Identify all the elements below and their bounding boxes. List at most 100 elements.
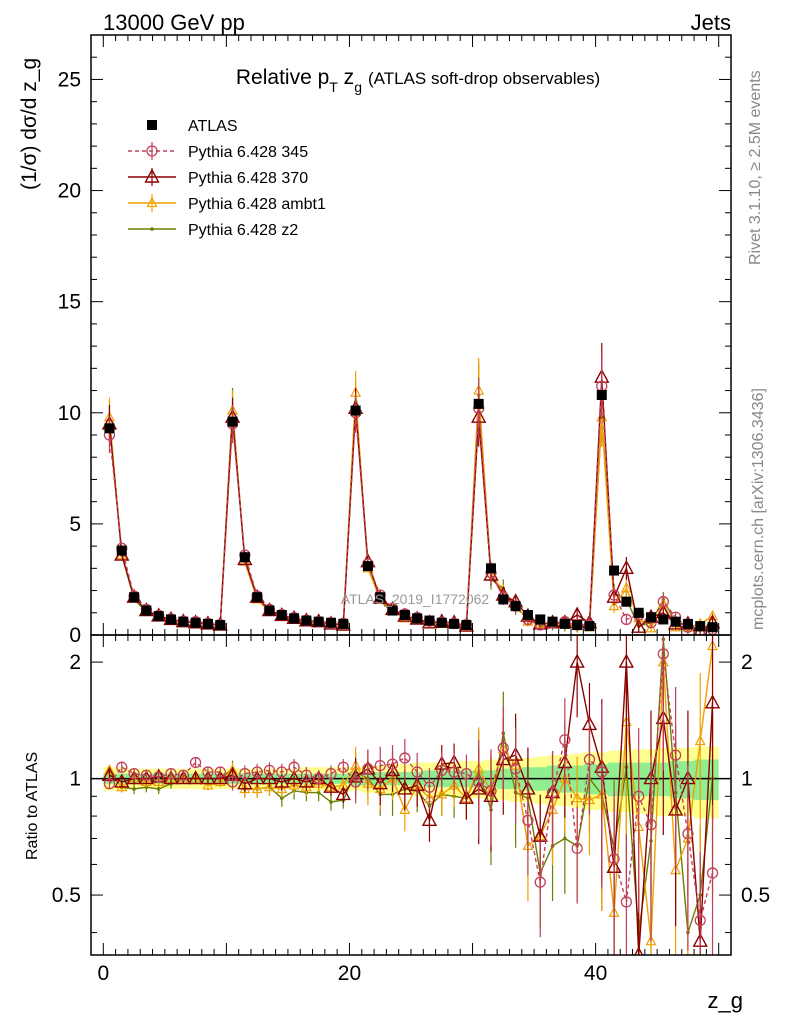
ratio-point-p370 (261, 770, 278, 785)
data-point-atlas (424, 615, 435, 626)
title-sub: T (329, 79, 338, 95)
ratio-point-p345 (362, 763, 374, 775)
data-point-atlas (522, 610, 533, 620)
legend-marker-p370 (144, 168, 160, 183)
ratio-point-p370 (114, 773, 130, 788)
data-point-atlas (707, 622, 718, 633)
data-point-atlas (658, 614, 669, 625)
title-mid: z (338, 66, 354, 89)
ratio-point-p370 (323, 778, 339, 793)
data-point-atlas (535, 614, 546, 625)
ratio-point-p345 (497, 742, 509, 754)
ratio-y-tick-label: 2 (69, 651, 81, 674)
ratio-point-p345 (657, 648, 669, 660)
x-tick-label: 0 (97, 962, 109, 985)
ratio-point-ambt1 (436, 788, 448, 799)
title-sub2: g (354, 79, 362, 95)
ratio-point-p345 (534, 876, 546, 888)
data-point-atlas (473, 398, 484, 409)
ratio-point-p370 (618, 653, 635, 668)
ratio-point-p345 (153, 771, 165, 783)
ratio-point-p345 (448, 766, 460, 778)
data-point-atlas (264, 605, 275, 616)
legend-entry-ambt1: Pythia 6.428 ambt1 (128, 194, 326, 213)
legend-entry-p345: Pythia 6.428 345 (128, 142, 308, 161)
ratio-point-p345 (633, 790, 645, 802)
ratio-line-p345 (108, 653, 714, 921)
ratio-point-p345 (226, 776, 239, 788)
ratio-point-ambt1 (251, 782, 263, 794)
data-point-atlas (572, 620, 583, 630)
ratio-y-tick-label-right: 1 (741, 768, 753, 791)
legend-marker-z2 (150, 227, 154, 231)
ratio-point-p370 (249, 770, 265, 785)
ratio-point-p345 (189, 756, 202, 769)
data-point-atlas (227, 416, 238, 427)
ratio-point-z2 (144, 785, 149, 790)
data-point-atlas (399, 610, 410, 620)
chart-title: Relative pT zg (ATLAS soft-drop observabl… (236, 66, 600, 95)
rivet-label: Rivet 3.1.10, ≥ 2.5M events (747, 70, 764, 265)
data-point-p370 (618, 559, 635, 575)
x-tick-label: 40 (584, 962, 607, 985)
x-axis-label: z_g (708, 988, 743, 1013)
category-label: Jets (691, 10, 731, 35)
legend: ATLAS Pythia 6.428 345 Pythia 6.428 370 Pyt… (128, 118, 326, 239)
ratio-y-tick-label: 0.5 (52, 884, 81, 907)
data-point-p345 (608, 589, 620, 601)
ratio-point-z2 (156, 787, 161, 791)
ratio-point-p345 (583, 753, 596, 766)
legend-entry-z2: Pythia 6.428 z2 (128, 222, 298, 239)
main-frame (90, 34, 732, 636)
data-point-atlas (695, 621, 706, 632)
ratio-point-p345 (202, 766, 214, 778)
ratio-point-ambt1 (571, 791, 583, 803)
ratio-point-p370 (187, 770, 204, 785)
data-point-ambt1 (620, 582, 632, 593)
ratio-point-p345 (473, 776, 485, 788)
data-point-atlas (449, 618, 460, 629)
ratio-point-p370 (298, 773, 315, 788)
ratio-point-p345 (571, 842, 583, 855)
ratio-point-p370 (237, 775, 253, 790)
y-tick-label: 20 (58, 180, 81, 203)
ratio-point-p370 (569, 653, 585, 668)
ratio-point-ambt1 (694, 734, 706, 746)
data-point-atlas (301, 615, 312, 626)
ratio-point-p345 (103, 778, 116, 790)
ratio-point-p345 (313, 772, 325, 785)
data-point-atlas (313, 616, 324, 627)
y-tick-label: 5 (69, 513, 81, 536)
data-point-atlas (215, 620, 226, 630)
data-point-atlas (153, 611, 164, 622)
ratio-point-p345 (423, 781, 436, 793)
data-point-p345 (620, 613, 633, 626)
legend-label-z2: Pythia 6.428 z2 (188, 222, 298, 239)
ratio-point-p370 (421, 811, 438, 827)
legend-label-ambt1: Pythia 6.428 ambt1 (188, 196, 326, 213)
data-point-atlas (547, 616, 558, 627)
ratio-point-ambt1 (140, 775, 152, 787)
data-point-atlas (375, 592, 386, 603)
ratio-point-p345 (251, 766, 263, 778)
data-point-p370 (631, 618, 647, 633)
data-point-ambt1 (608, 599, 620, 611)
ratio-point-p345 (509, 763, 522, 775)
ratio-point-p345 (276, 766, 288, 778)
ratio-point-p370 (200, 770, 216, 785)
ratio-point-ambt1 (276, 782, 288, 794)
ratio-point-p345 (460, 767, 473, 780)
data-point-atlas (412, 613, 423, 624)
data-point-atlas (609, 565, 620, 576)
ratio-point-p370 (138, 770, 155, 785)
ratio-y-tick-label: 1 (69, 768, 81, 791)
data-point-atlas (350, 405, 361, 416)
mcplots-label: mcplots.cern.ch [arXiv:1306.3436] (750, 388, 767, 630)
ratio-point-ambt1 (263, 780, 275, 792)
ratio-point-p345 (411, 766, 423, 778)
legend-marker-p345 (146, 145, 158, 157)
energy-label: 13000 GeV pp (103, 10, 245, 35)
ratio-point-p370 (458, 789, 475, 804)
ratio-point-p345 (386, 758, 399, 770)
ratio-point-z2 (563, 836, 567, 841)
